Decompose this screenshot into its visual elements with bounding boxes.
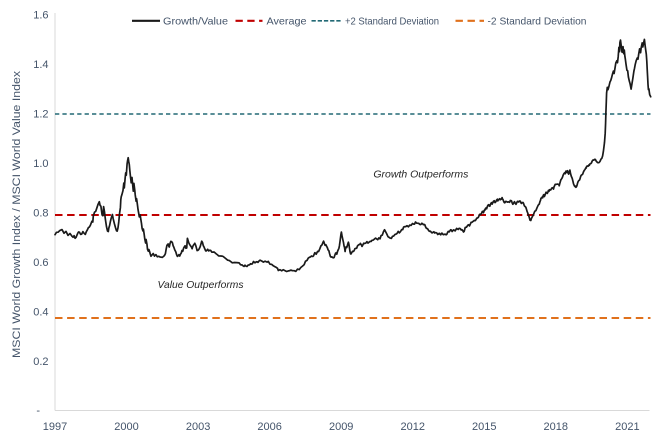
svg-text:Average: Average <box>267 15 307 27</box>
svg-text:1.6: 1.6 <box>33 10 48 22</box>
svg-text:Value Outperforms: Value Outperforms <box>158 279 245 291</box>
svg-text:MSCI World Growth Index / MSCI: MSCI World Growth Index / MSCI World Val… <box>11 70 23 358</box>
svg-text:0.4: 0.4 <box>33 307 48 319</box>
svg-text:1.0: 1.0 <box>33 158 48 170</box>
svg-text:-: - <box>36 405 40 417</box>
svg-text:2006: 2006 <box>257 421 281 433</box>
svg-text:0.6: 0.6 <box>33 257 48 269</box>
svg-text:2012: 2012 <box>401 421 425 433</box>
svg-text:2000: 2000 <box>114 421 138 433</box>
svg-text:2003: 2003 <box>186 421 210 433</box>
svg-text:-2 Standard Deviation: -2 Standard Deviation <box>488 15 587 27</box>
svg-text:2021: 2021 <box>615 421 639 433</box>
svg-text:0.2: 0.2 <box>33 356 48 368</box>
svg-text:Growth Outperforms: Growth Outperforms <box>373 169 469 181</box>
svg-text:0.8: 0.8 <box>33 208 48 220</box>
svg-text:1.4: 1.4 <box>33 59 48 71</box>
svg-text:2015: 2015 <box>472 421 496 433</box>
svg-text:2018: 2018 <box>544 421 568 433</box>
svg-text:+2 Standard Deviation: +2 Standard Deviation <box>345 15 439 27</box>
svg-text:Growth/Value: Growth/Value <box>163 15 228 27</box>
svg-text:2009: 2009 <box>329 421 353 433</box>
svg-text:1997: 1997 <box>43 421 67 433</box>
svg-text:1.2: 1.2 <box>33 109 48 121</box>
